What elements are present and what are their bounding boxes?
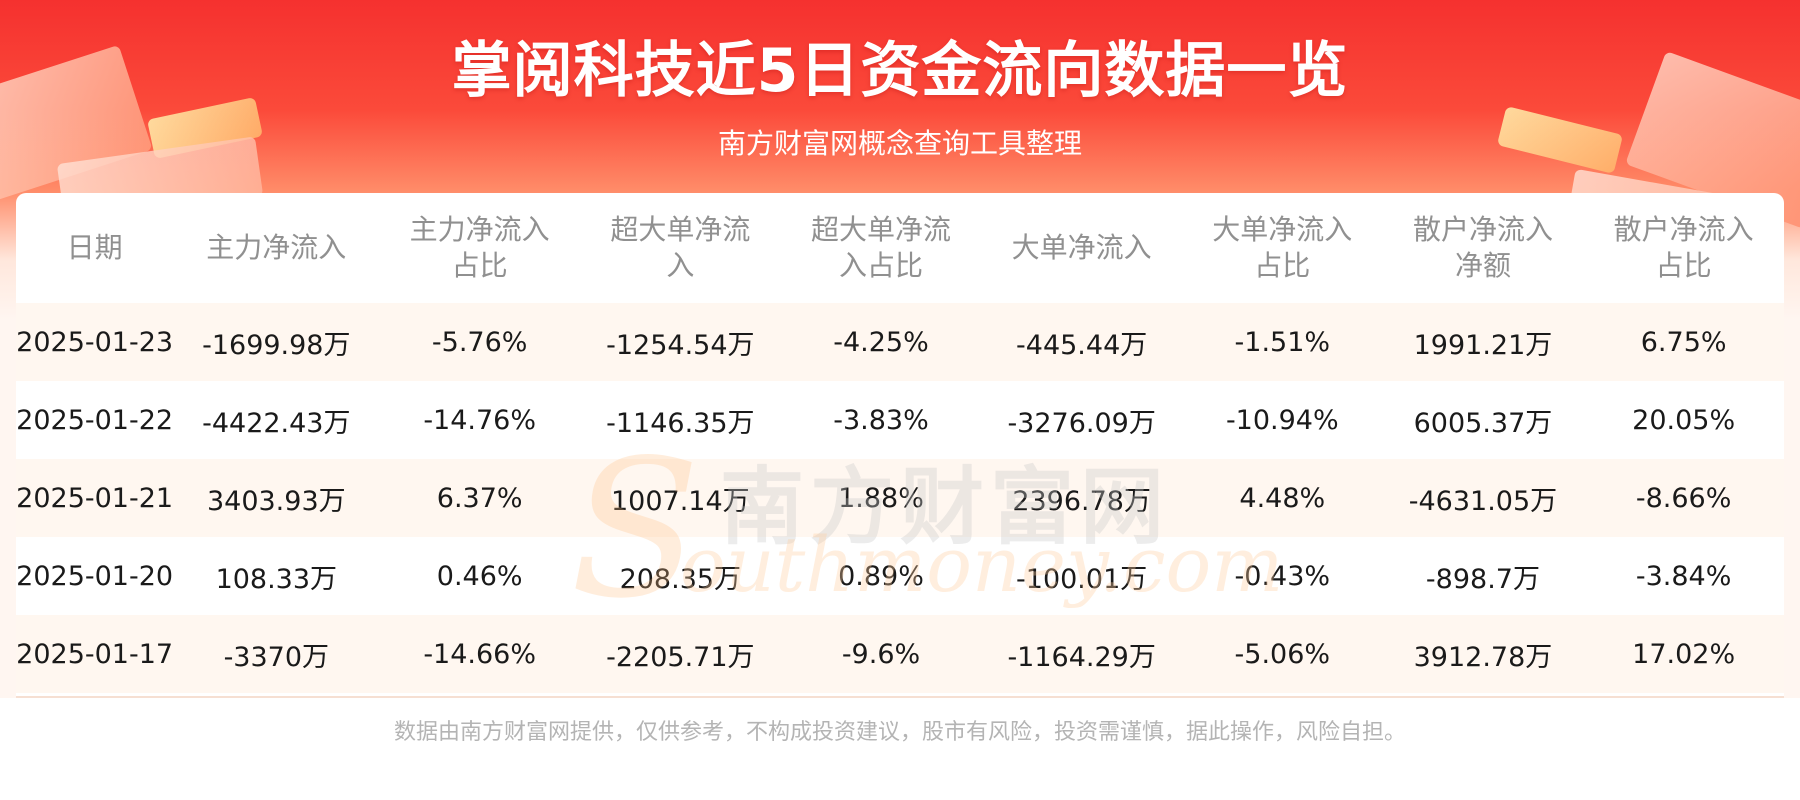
page-title: 掌阅科技近5日资金流向数据一览 bbox=[451, 36, 1349, 106]
column-header-line: 散户净流入 bbox=[1412, 213, 1553, 246]
column-header: 散户净流入 占比 bbox=[1583, 193, 1784, 303]
value-cell: 2396.78万 bbox=[981, 459, 1182, 537]
table-body: 2025-01-23 -1699.98万 -5.76% -1254.54万 -4.25%… bbox=[16, 303, 1784, 693]
fund-flow-table: 日期 主力净流入 主力净流入 占比 超大单净流入超大单净流 入占比 大单净流入 大单净流入 占比… bbox=[16, 193, 1784, 693]
value-cell: -1.51% bbox=[1181, 303, 1383, 381]
column-header-line: 占比 bbox=[1655, 249, 1712, 282]
column-header-line: 占比 bbox=[451, 249, 508, 282]
column-header-line: 主力净流入 bbox=[409, 213, 550, 246]
value-cell: -2205.71万 bbox=[580, 615, 781, 693]
value-cell: 20.05% bbox=[1583, 381, 1784, 459]
value-cell: -10.94% bbox=[1181, 381, 1383, 459]
date-cell: 2025-01-23 bbox=[16, 303, 174, 381]
page-subtitle: 南方财富网概念查询工具整理 bbox=[717, 127, 1082, 160]
value-cell: -4422.43万 bbox=[173, 381, 380, 459]
column-header-line: 主力净流入 bbox=[206, 231, 347, 264]
value-cell: -1254.54万 bbox=[580, 303, 781, 381]
data-card: 日期 主力净流入 主力净流入 占比 超大单净流入超大单净流 入占比 大单净流入 大单净流入 占比… bbox=[16, 193, 1784, 698]
value-cell: -4631.05万 bbox=[1382, 459, 1584, 537]
value-cell: -1146.35万 bbox=[580, 381, 781, 459]
value-cell: -4.25% bbox=[780, 303, 982, 381]
value-cell: 4.48% bbox=[1181, 459, 1383, 537]
value-cell: 1007.14万 bbox=[580, 459, 781, 537]
value-cell: 0.46% bbox=[379, 537, 580, 615]
column-header: 超大单净流 入占比 bbox=[781, 193, 982, 303]
table-row: 2025-01-17 -3370万 -14.66% -2205.71万 -9.6% -11… bbox=[16, 615, 1784, 693]
value-cell: 3912.78万 bbox=[1382, 615, 1584, 693]
value-cell: -9.6% bbox=[780, 615, 982, 693]
column-header-line: 日期 bbox=[66, 231, 123, 264]
date-cell: 2025-01-17 bbox=[16, 615, 174, 693]
table-row: 2025-01-21 3403.93万 6.37% 1007.14万 1.88% 2396… bbox=[16, 459, 1784, 537]
column-header-line: 超大单净流 bbox=[610, 213, 751, 246]
value-cell: 1991.21万 bbox=[1382, 303, 1584, 381]
table-row: 2025-01-20 108.33万 0.46% 208.35万 0.89% -100.0… bbox=[16, 537, 1784, 615]
value-cell: -100.01万 bbox=[981, 537, 1182, 615]
column-header-line: 大单净流入 bbox=[1011, 231, 1152, 264]
column-header: 主力净流入 占比 bbox=[379, 193, 580, 303]
column-header-line: 大单净流入 bbox=[1212, 213, 1353, 246]
value-cell: -1164.29万 bbox=[981, 615, 1182, 693]
column-header: 散户净流入 净额 bbox=[1383, 193, 1584, 303]
column-header-line: 净额 bbox=[1454, 249, 1511, 282]
date-cell: 2025-01-20 bbox=[16, 537, 174, 615]
value-cell: -8.66% bbox=[1583, 459, 1784, 537]
value-cell: -898.7万 bbox=[1382, 537, 1584, 615]
column-header-line: 入 bbox=[666, 249, 695, 282]
value-cell: 108.33万 bbox=[173, 537, 380, 615]
table-row: 2025-01-22 -4422.43万 -14.76% -1146.35万 -3.83… bbox=[16, 381, 1784, 459]
value-cell: 6.75% bbox=[1583, 303, 1784, 381]
value-cell: -5.06% bbox=[1181, 615, 1383, 693]
column-header: 大单净流入 bbox=[981, 193, 1182, 303]
footer bbox=[0, 698, 1800, 800]
value-cell: -3276.09万 bbox=[981, 381, 1182, 459]
value-cell: -0.43% bbox=[1181, 537, 1383, 615]
value-cell: 6.37% bbox=[379, 459, 580, 537]
table-header-row: 日期 主力净流入 主力净流入 占比 超大单净流入超大单净流 入占比 大单净流入 大单净流入 占比… bbox=[16, 193, 1784, 303]
value-cell: 208.35万 bbox=[580, 537, 781, 615]
divider bbox=[16, 696, 1784, 698]
value-cell: 3403.93万 bbox=[173, 459, 380, 537]
column-header: 大单净流入 占比 bbox=[1182, 193, 1383, 303]
value-cell: -1699.98万 bbox=[173, 303, 380, 381]
value-cell: -3.83% bbox=[780, 381, 982, 459]
column-header-line: 散户净流入 bbox=[1613, 213, 1754, 246]
value-cell: -445.44万 bbox=[981, 303, 1182, 381]
value-cell: 17.02% bbox=[1583, 615, 1784, 693]
table-row: 2025-01-23 -1699.98万 -5.76% -1254.54万 -4.25%… bbox=[16, 303, 1784, 381]
value-cell: 6005.37万 bbox=[1382, 381, 1584, 459]
column-header-line: 超大单净流 bbox=[810, 213, 951, 246]
column-header: 主力净流入 bbox=[173, 193, 379, 303]
column-header: 日期 bbox=[16, 193, 173, 303]
date-cell: 2025-01-22 bbox=[16, 381, 174, 459]
value-cell: -3.84% bbox=[1583, 537, 1784, 615]
column-header-line: 占比 bbox=[1254, 249, 1311, 282]
value-cell: 0.89% bbox=[780, 537, 982, 615]
value-cell: 1.88% bbox=[780, 459, 982, 537]
value-cell: -3370万 bbox=[173, 615, 380, 693]
column-header-line: 入占比 bbox=[838, 249, 923, 282]
date-cell: 2025-01-21 bbox=[16, 459, 174, 537]
column-header: 超大单净流入 bbox=[580, 193, 781, 303]
value-cell: -14.66% bbox=[379, 615, 580, 693]
value-cell: -5.76% bbox=[379, 303, 580, 381]
disclaimer-text: 数据由南方财富网提供，仅供参考，不构成投资建议，股市有风险，投资需谨慎，据此操作… bbox=[393, 720, 1406, 745]
value-cell: -14.76% bbox=[379, 381, 580, 459]
